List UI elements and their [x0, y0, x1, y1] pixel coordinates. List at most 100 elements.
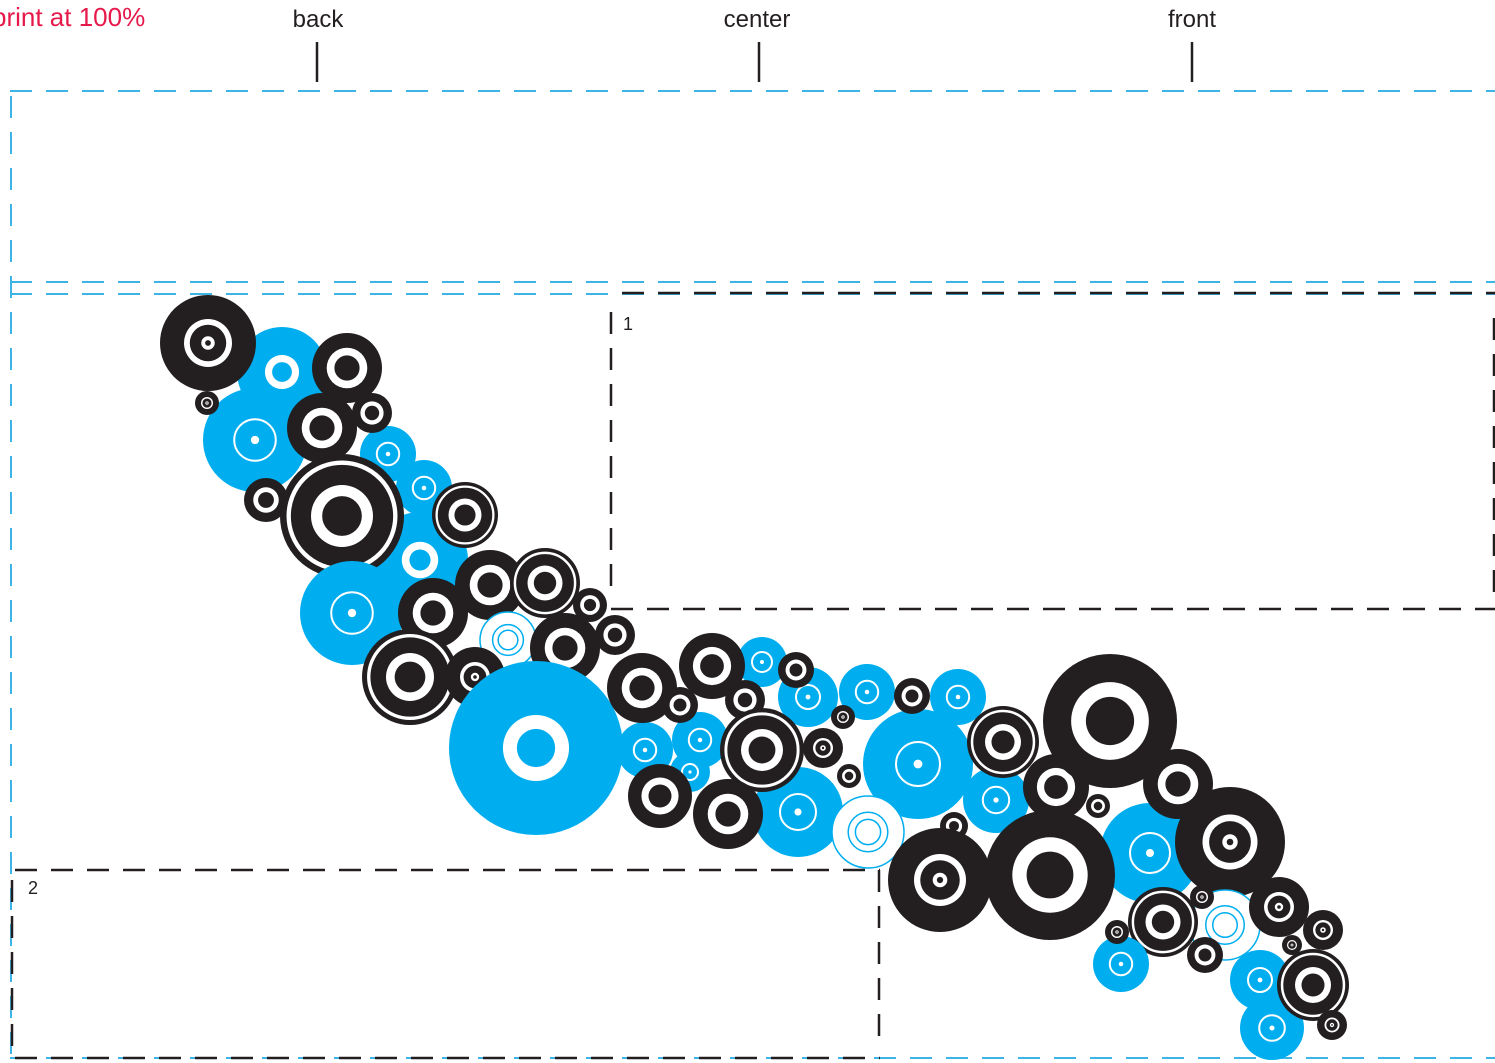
circle: [981, 785, 1011, 815]
circle: [473, 675, 477, 679]
circle: [629, 675, 655, 701]
circle: [477, 572, 503, 598]
circle: [250, 435, 260, 445]
circle: [1131, 890, 1195, 954]
circle: [394, 661, 426, 693]
circle: [552, 635, 578, 661]
circle: [737, 692, 753, 708]
circle: [1247, 967, 1273, 993]
panel-label: 2: [28, 878, 38, 898]
circle: [491, 623, 525, 657]
circle: [700, 654, 724, 678]
circle-pattern: [160, 295, 1349, 1060]
circle: [1280, 952, 1346, 1018]
circle: [607, 627, 623, 643]
circle: [206, 402, 208, 404]
circle: [1146, 849, 1154, 857]
circle: [583, 598, 597, 612]
circle: [673, 698, 687, 712]
circle: [1093, 801, 1103, 811]
circle: [895, 741, 941, 787]
circle: [789, 663, 803, 677]
guide-label: front: [1168, 6, 1216, 33]
circle: [648, 784, 672, 808]
circle: [1129, 832, 1171, 874]
circle: [1108, 951, 1134, 977]
circle: [831, 795, 905, 869]
circle: [936, 876, 944, 884]
circle: [1044, 775, 1068, 799]
circle: [334, 355, 360, 381]
circle: [409, 549, 431, 571]
circle: [687, 727, 713, 753]
circle: [1301, 973, 1325, 997]
circle: [435, 485, 495, 545]
circle: [1269, 1025, 1275, 1031]
circle: [1257, 977, 1263, 983]
circle: [805, 694, 811, 700]
circle: [1321, 928, 1325, 932]
circle: [724, 712, 800, 788]
circle: [1165, 771, 1191, 797]
circle: [347, 608, 357, 618]
circle: [854, 679, 880, 705]
circle: [697, 737, 703, 743]
circle: [516, 728, 556, 768]
circle: [420, 600, 446, 626]
circle: [1151, 910, 1175, 934]
circle: [905, 689, 919, 703]
circle: [205, 340, 211, 346]
circle: [821, 746, 825, 750]
circle: [272, 362, 292, 382]
circle: [1205, 905, 1245, 945]
circle: [233, 418, 277, 462]
circle: [688, 770, 692, 774]
circle: [632, 737, 658, 763]
circle: [642, 747, 648, 753]
circle: [1212, 912, 1238, 938]
circle: [760, 660, 764, 664]
circle: [715, 801, 741, 827]
circle: [330, 591, 374, 635]
circle: [1085, 696, 1135, 746]
circle: [322, 496, 362, 536]
circle: [1026, 851, 1074, 899]
circle: [1118, 961, 1124, 967]
guide-label: center: [724, 6, 791, 33]
circle: [955, 694, 961, 700]
circle: [1201, 896, 1203, 898]
circle: [854, 818, 882, 846]
panel-label: 1: [623, 314, 633, 334]
circle: [1277, 905, 1281, 909]
circle: [970, 709, 1036, 775]
circle: [497, 629, 519, 651]
guide-ticks: [315, 42, 1194, 82]
circle: [991, 730, 1015, 754]
circle: [1331, 1024, 1333, 1026]
circle: [948, 820, 960, 832]
guide-label: back: [293, 6, 345, 33]
panel-1: 1: [609, 291, 1495, 611]
circle: [945, 684, 971, 710]
circle: [513, 551, 577, 615]
circle: [751, 651, 773, 673]
circle: [1291, 944, 1293, 946]
circle: [993, 797, 999, 803]
circle: [411, 475, 437, 501]
circle: [421, 485, 427, 491]
circle: [258, 492, 274, 508]
circle: [385, 451, 391, 457]
circle: [1198, 948, 1212, 962]
circle: [913, 759, 923, 769]
circle: [533, 571, 557, 595]
print-note: print at 100%: [0, 2, 145, 32]
circle: [794, 808, 802, 816]
circle: [681, 763, 699, 781]
circle: [779, 793, 817, 831]
circle: [309, 415, 335, 441]
circle: [454, 504, 476, 526]
circle: [847, 811, 889, 853]
circle: [364, 405, 380, 421]
circle: [1258, 1014, 1286, 1042]
